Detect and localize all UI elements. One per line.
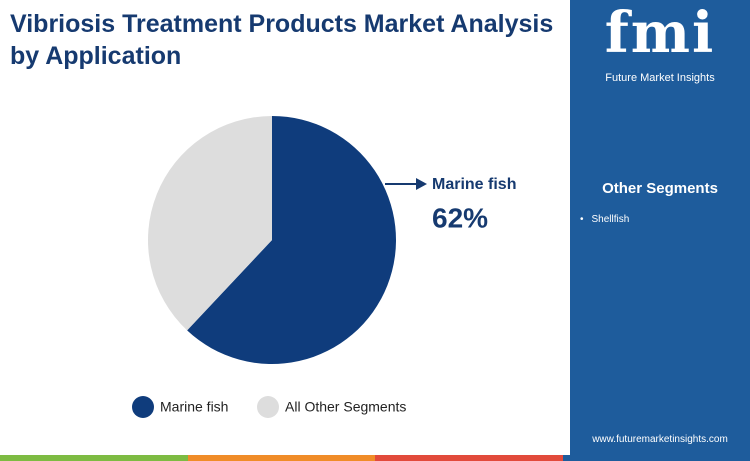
legend-label: All Other Segments [285,399,406,415]
data-label: 62% [432,202,488,233]
brand: Future Market Insights [605,72,715,84]
segment-item: Shellfish [580,214,630,225]
legend-swatch [132,396,154,418]
footer-stripe [0,455,750,461]
logo: fmi [604,0,716,66]
legend-label: Marine fish [160,399,228,415]
chart: Marine fish 62% Marine fish All Other Segme… [132,115,516,418]
url: www.futuremarketinsights.com [592,434,728,445]
chart-title: Vibriosis Treatment Products Market Anal… [10,10,554,70]
callout-arrowhead [416,178,427,190]
pie-slice [187,116,397,364]
callout-label: Marine fish [432,176,516,193]
segment-list: Shellfish [580,214,630,225]
sidebar: fmi Future Market Insights Other Segment… [570,0,750,455]
legend-swatch [257,396,279,418]
pie-slice [148,115,272,331]
sidebar-heading: Other Segments [602,180,718,197]
